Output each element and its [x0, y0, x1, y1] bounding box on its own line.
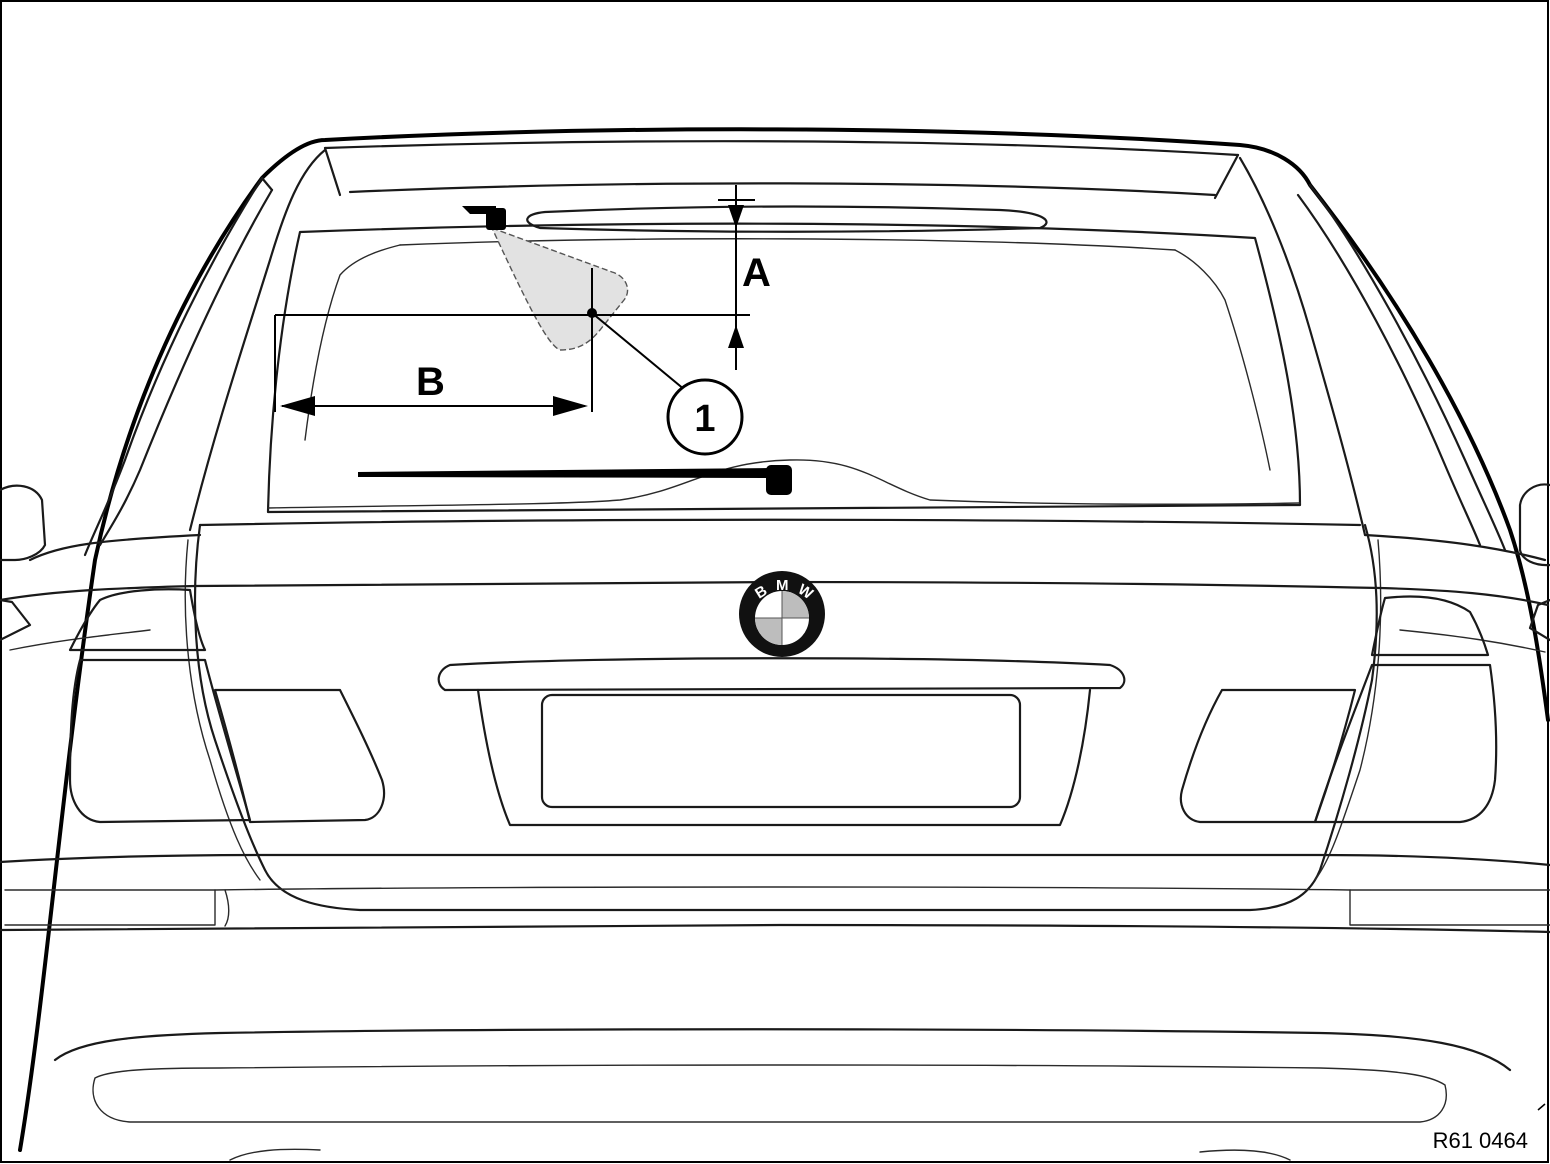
dim-b-label: B	[416, 360, 445, 404]
left-exhaust-edge	[229, 1148, 321, 1161]
right-rail-inner	[1296, 193, 1482, 547]
callout-1: 1	[587, 308, 744, 456]
left-pillar-line	[188, 148, 327, 532]
tailgate-outline	[193, 523, 1378, 912]
plate-trim-bar	[437, 657, 1126, 692]
callout-number: 1	[694, 398, 715, 440]
left-mirror	[0, 484, 47, 562]
license-plate	[540, 693, 1022, 809]
bumper-left-panel	[4, 889, 216, 926]
right-tail-light	[1313, 663, 1498, 824]
washer-spray-group	[462, 206, 629, 351]
washer-nozzle	[486, 208, 506, 230]
dim-b-arrow-left	[280, 396, 315, 416]
right-shoulder	[1363, 533, 1547, 562]
bumper-left-notch	[224, 889, 230, 927]
left-rail-outer	[83, 176, 264, 557]
corner-tick	[1537, 1103, 1546, 1111]
dim-b-arrow-right	[553, 396, 588, 416]
left-rail-inner	[98, 188, 274, 547]
bumper-center-line	[214, 886, 1351, 891]
tailgate-gap-left	[184, 539, 261, 881]
left-mirror-lower	[0, 598, 32, 642]
dim-a-arrow-top	[728, 205, 744, 228]
roof-outline	[18, 127, 1550, 1152]
bumper-right-panel	[1349, 889, 1550, 926]
right-body-crease	[1399, 629, 1546, 653]
right-pillar-line	[1238, 156, 1367, 537]
dimension-a: A	[275, 185, 771, 370]
wiper-blade	[358, 468, 770, 478]
logo-quadrant-upper-right	[782, 591, 809, 618]
reference-code: R61 0464	[1433, 1128, 1528, 1153]
rear-wiper	[358, 465, 792, 495]
callout-leader	[591, 312, 686, 391]
spray-target-area	[490, 226, 629, 351]
left-rail-cap	[260, 176, 274, 192]
diffuser-panel	[92, 1064, 1447, 1123]
left-shoulder	[28, 533, 202, 562]
right-mirror	[1518, 483, 1550, 567]
roof-edge	[323, 140, 1240, 157]
left-tail-light	[68, 658, 252, 824]
tailgate-gap-right	[1314, 539, 1382, 881]
window-inner-right	[1174, 249, 1271, 471]
left-tail-light-upper	[68, 588, 207, 652]
window-inner-left	[304, 244, 401, 441]
right-rail-outer	[1308, 183, 1507, 552]
bumper-lower-line	[53, 1028, 1512, 1072]
roof-spoiler-right	[1213, 153, 1240, 200]
roof-spoiler-line	[348, 182, 1217, 197]
logo-letter-m: M	[776, 577, 789, 594]
right-mirror-lower	[1528, 598, 1550, 642]
left-inner-light	[213, 688, 386, 824]
wiper-cowl	[267, 459, 1301, 509]
callout-circle	[666, 378, 744, 456]
wiper-pivot	[766, 465, 792, 495]
right-exhaust-edge	[1199, 1149, 1291, 1161]
dim-a-arrow-bottom	[728, 325, 744, 348]
roof-spoiler-left	[323, 146, 342, 197]
right-inner-light	[1179, 688, 1357, 824]
dimension-b: B	[274, 268, 593, 416]
tailgate-top	[198, 518, 1362, 527]
bumper-main-line	[0, 923, 1550, 934]
bmw-logo: B M W	[739, 571, 825, 657]
plate-recess	[476, 688, 1092, 827]
rear-window-frame	[266, 222, 1302, 514]
right-tail-light-upper	[1370, 595, 1490, 657]
third-brake-light	[526, 205, 1048, 233]
bumper-top-line	[0, 853, 1550, 867]
left-body-crease	[9, 629, 151, 651]
dim-a-label: A	[742, 251, 771, 295]
logo-quadrant-lower-left	[755, 618, 782, 645]
